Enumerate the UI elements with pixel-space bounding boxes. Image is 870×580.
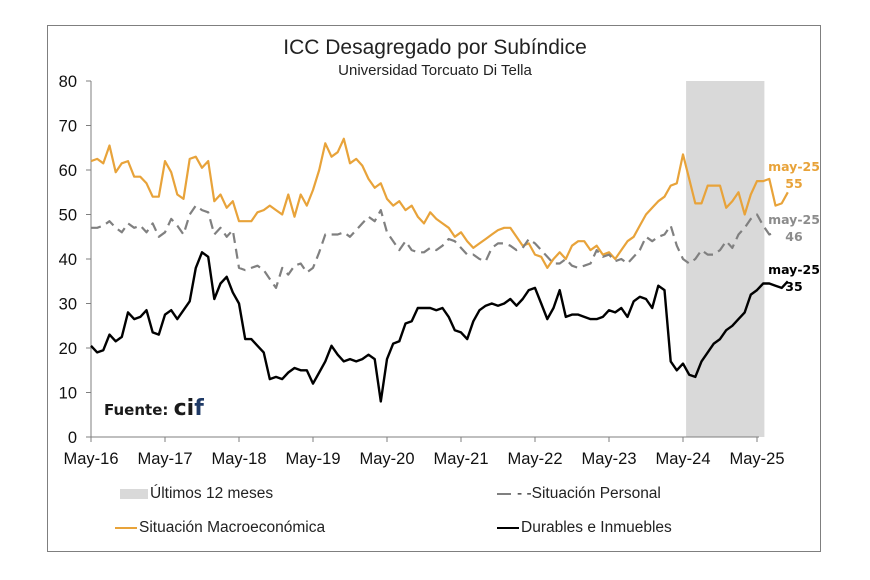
chart-title: ICC Desagregado por Subíndice [283,36,587,59]
y-tick-label: 80 [59,73,77,91]
end-label-durables-value: 35 [785,279,803,295]
legend-item-durables: Durables e Inmuebles [497,519,672,537]
chart-subtitle: Universidad Torcuato Di Tella [338,62,532,79]
end-label-durables-date: may-25 [768,262,820,278]
series-line-situacion-macroeconomica [90,137,789,269]
legend-label-macro: Situación Macroeconómica [139,519,326,536]
legend-swatch-personal [497,493,511,495]
y-tick-label: 70 [59,118,77,136]
end-label-durables: may-25 35 [763,261,825,295]
legend-swatch-shade [120,489,148,499]
chart-frame [47,25,821,552]
end-label-personal-value: 46 [785,229,803,245]
source-note: Fuente: cif [104,396,204,421]
x-tick-label: May-23 [581,450,636,468]
y-tick-label: 40 [59,251,77,269]
y-tick-label: 30 [59,296,77,314]
legend-label-personal: - -Situación Personal [517,485,661,502]
x-tick-label: May-17 [137,450,192,468]
end-label-personal-date: may-25 [768,212,820,228]
end-label-macro-date: may-25 [768,159,820,175]
end-label-macro: may-25 55 [763,158,825,192]
y-tick-label: 60 [59,162,77,180]
cif-logo-ci: ci [173,396,195,421]
legend-item-personal: - -Situación Personal [497,485,661,503]
x-tick-label: May-24 [655,450,710,468]
legend-swatch-durables [497,527,519,529]
y-tick-label: 50 [59,207,77,225]
x-tick-label: May-19 [285,450,340,468]
legend-item-shade: Últimos 12 meses [120,485,273,503]
series-line-situacion-personal [91,204,776,289]
cif-logo-f: f [194,396,204,421]
x-tick-label: May-16 [63,450,118,468]
end-label-personal: may-25 46 [763,211,825,245]
x-tick-label: May-22 [507,450,562,468]
y-tick-label: 0 [68,429,77,447]
end-label-macro-value: 55 [785,176,803,192]
cif-logo: cif [174,396,204,421]
x-tick-label: May-18 [211,450,266,468]
y-tick-label: 20 [59,340,77,358]
shaded-region [686,81,765,437]
series-line-durables-e-inmuebles [90,251,789,403]
legend-item-macro: Situación Macroeconómica [115,519,325,537]
legend-swatch-macro [115,527,137,529]
x-tick-label: May-25 [729,450,784,468]
x-tick-label: May-21 [433,450,488,468]
source-prefix: Fuente: [104,401,169,419]
legend-label-durables: Durables e Inmuebles [521,519,672,536]
x-tick-label: May-20 [359,450,414,468]
y-tick-label: 10 [59,385,77,403]
legend-label-shade: Últimos 12 meses [150,485,274,502]
